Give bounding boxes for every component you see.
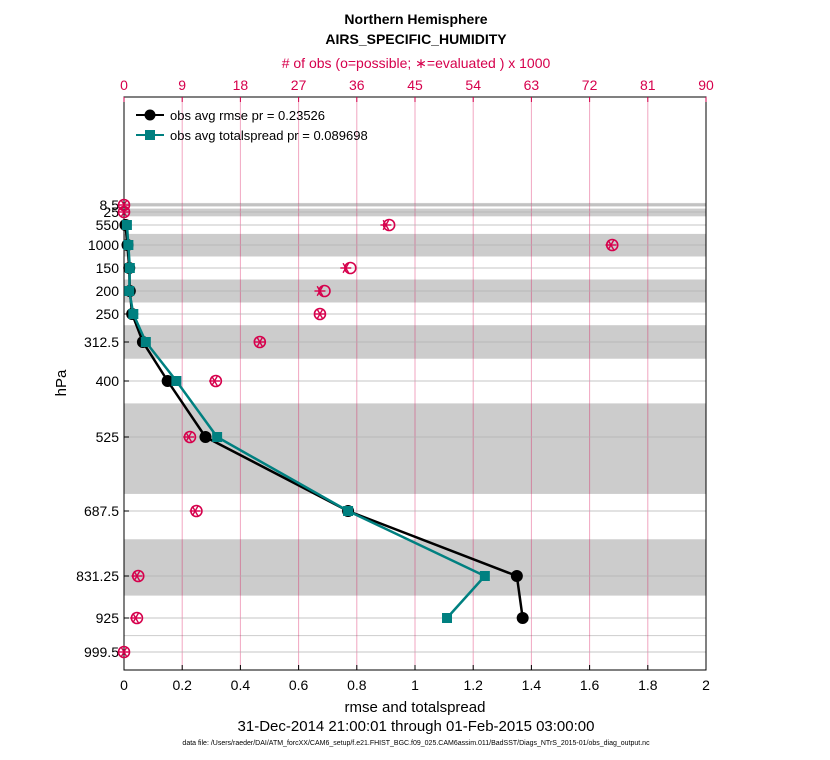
rmse-point: [510, 570, 523, 582]
y-tick-label: 25: [103, 204, 119, 220]
legend-rmse-marker: [144, 109, 156, 121]
spread-point: [123, 240, 134, 250]
obs-counts: [117, 198, 619, 659]
rmse-point: [516, 612, 529, 624]
top-tick-label: 36: [349, 77, 365, 93]
x-axis-label: rmse and totalspread: [345, 699, 486, 716]
y-tick-label: 925: [96, 610, 120, 626]
obs-evaluated-marker: [254, 336, 266, 348]
obs-evaluated-marker: [314, 285, 326, 297]
star-stroke: [120, 646, 128, 658]
y-tick-label: 400: [96, 373, 120, 389]
rmse-point: [199, 431, 212, 443]
star-stroke: [120, 206, 128, 218]
top-tick-label: 72: [582, 77, 598, 93]
top-tick-label: 63: [524, 77, 540, 93]
x-tick-label: 0: [120, 677, 128, 693]
chart-subtitle: AIRS_SPECIFIC_HUMIDITY: [325, 31, 507, 47]
chart-title: Northern Hemisphere: [344, 11, 487, 27]
spread-point: [171, 376, 182, 386]
star-stroke: [185, 431, 193, 443]
obs-evaluated-marker: [380, 219, 392, 231]
legend-rmse-label: obs avg rmse pr = 0.23526: [170, 108, 325, 123]
top-tick-label: 27: [291, 77, 307, 93]
star-stroke: [132, 612, 139, 624]
star-stroke: [211, 375, 218, 387]
obs-evaluated-marker: [131, 570, 143, 582]
x-tick-label: 1.8: [638, 677, 658, 693]
y-tick-label: 8.5: [100, 197, 120, 213]
y-tick-label: 999.5: [84, 644, 119, 660]
spread-point: [121, 220, 132, 230]
spread-point: [343, 506, 354, 516]
star-stroke: [382, 219, 390, 231]
x-tick-label: 0.2: [172, 677, 192, 693]
obs-evaluated-marker: [314, 308, 326, 320]
grey-band: [124, 403, 706, 494]
spread-point: [124, 263, 135, 273]
top-tick-label: 45: [407, 77, 423, 93]
grey-band: [124, 635, 706, 637]
grey-band: [124, 208, 706, 217]
obs-evaluated-marker: [189, 505, 201, 517]
star-stroke: [342, 262, 350, 274]
spread-point: [212, 432, 223, 442]
y-tick-label: 150: [96, 260, 120, 276]
y-tick-label: 312.5: [84, 334, 119, 350]
date-range: 31-Dec-2014 21:00:01 through 01-Feb-2015…: [238, 718, 595, 735]
obs-evaluated-marker: [130, 612, 142, 624]
top-axis-label: # of obs (o=possible; ∗=evaluated ) x 10…: [282, 55, 551, 71]
obs-evaluated-marker: [183, 431, 195, 443]
x-tick-label: 2: [702, 677, 710, 693]
top-tick-label: 0: [120, 77, 128, 93]
top-tick-label: 18: [233, 77, 249, 93]
obs-evaluated-marker: [118, 646, 130, 658]
footnote: data file: /Users/raeder/DAI/ATM_forcXX/…: [182, 740, 650, 747]
star-stroke: [316, 285, 324, 297]
x-axis: 0 0.2 0.4 0.6 0.8 1 1.2 1.4 1.6 1.8 2: [120, 665, 710, 693]
x-tick-label: 1.4: [522, 677, 542, 693]
x-tick-label: 1: [411, 677, 419, 693]
star-stroke: [607, 239, 615, 251]
star-stroke: [316, 308, 324, 320]
y-tick-label: 550: [96, 217, 120, 233]
top-axis: 0 9 18 27 36 45 54 63 72 81 90: [120, 77, 714, 102]
data-series: [119, 219, 529, 624]
star-stroke: [256, 336, 264, 348]
y-tick-label: 687.5: [84, 503, 119, 519]
top-tick-label: 90: [698, 77, 714, 93]
star-stroke: [191, 505, 199, 517]
y-tick-label: 1000: [88, 237, 119, 253]
spread-point: [140, 337, 151, 347]
legend-spread-marker: [145, 130, 155, 140]
y-tick-label: 200: [96, 283, 120, 299]
obs-evaluated-marker: [209, 375, 221, 387]
obs-evaluated-marker: [605, 239, 617, 251]
spread-point: [124, 286, 135, 296]
x-tick-label: 0.4: [231, 677, 251, 693]
star-stroke: [133, 570, 141, 582]
x-tick-label: 0.8: [347, 677, 367, 693]
grey-band: [124, 539, 706, 596]
obs-evaluated-marker: [340, 262, 352, 274]
y-tick-label: 831.25: [76, 568, 119, 584]
obs-evaluated-marker: [118, 206, 130, 218]
legend-spread-label: obs avg totalspread pr = 0.089698: [170, 128, 368, 143]
top-tick-label: 9: [178, 77, 186, 93]
legend: obs avg rmse pr = 0.23526 obs avg totals…: [136, 108, 368, 143]
x-tick-label: 0.6: [289, 677, 309, 693]
y-axis-label: hPa: [53, 369, 70, 396]
top-tick-label: 81: [640, 77, 656, 93]
spread-point: [442, 613, 453, 623]
spread-point: [128, 309, 139, 319]
y-tick-label: 525: [96, 429, 120, 445]
spread-point: [479, 571, 490, 581]
top-tick-label: 54: [465, 77, 481, 93]
x-tick-label: 1.6: [580, 677, 600, 693]
x-tick-label: 1.2: [463, 677, 483, 693]
rmse-point: [161, 375, 174, 387]
y-tick-label: 250: [96, 306, 120, 322]
